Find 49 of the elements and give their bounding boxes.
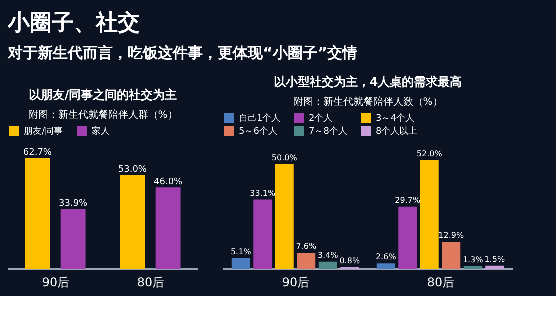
data-label: 1.5% (484, 254, 506, 264)
data-label: 29.7% (395, 196, 421, 205)
bar (398, 206, 418, 269)
x-tick-label: 90后 (42, 276, 70, 290)
bar (376, 264, 396, 269)
data-label: 0.8% (340, 256, 360, 266)
text: 小圈子、社交 (7, 10, 140, 36)
data-label: 33.1% (250, 188, 276, 198)
bar (464, 266, 482, 269)
legend-label: 8个人以上 (376, 126, 418, 137)
bar (232, 258, 250, 269)
data-label: 46.0% (154, 178, 184, 188)
data-label: 53.0% (118, 165, 148, 176)
bar (120, 175, 146, 269)
legend-label: 7～8个人 (309, 126, 348, 137)
chart-subtitle: 附图：新生代就餐陪伴人数（%） (293, 96, 443, 108)
data-label: 50.0% (272, 153, 298, 162)
text: 对于新生代而言，吃饭这件事，更体现“小圈子”交情 (7, 44, 358, 62)
x-tick-label: 80后 (427, 276, 455, 290)
chart-title: 以朋友/同事之间的社交为主 (28, 88, 178, 102)
bar (442, 242, 461, 269)
bar (297, 253, 316, 269)
bar (486, 266, 504, 269)
legend-label: 朋友/同事 (24, 126, 64, 137)
bar (156, 188, 181, 269)
legend-label: 2个人 (309, 113, 333, 124)
data-label: 1.3% (462, 255, 484, 264)
data-label: 3.4% (318, 250, 339, 260)
x-tick-label: 90后 (282, 276, 310, 290)
data-label: 62.7% (23, 148, 52, 158)
data-label: 12.9% (438, 231, 464, 240)
bar (318, 262, 338, 269)
data-label: 52.0% (416, 149, 443, 158)
data-label: 7.6% (296, 242, 317, 252)
legend-label: 3～4个人 (376, 113, 414, 124)
chart-title: 以小型社交为主，4人桌的需求最高 (274, 75, 462, 89)
legend-label: 自己1个人 (239, 113, 281, 124)
chart-subtitle: 附图：新生代就餐陪伴人群（%） (28, 109, 178, 121)
data-label: 33.9% (59, 199, 88, 210)
bar (60, 209, 86, 269)
bar (25, 158, 50, 269)
legend-label: 5～6个人 (239, 126, 278, 137)
bar (420, 160, 439, 269)
x-tick-label: 80后 (137, 276, 165, 290)
legend-label: 家人 (92, 126, 110, 137)
bar (275, 164, 294, 269)
data-label: 5.1% (230, 247, 252, 256)
bar (254, 200, 272, 269)
data-label: 2.6% (376, 252, 397, 262)
